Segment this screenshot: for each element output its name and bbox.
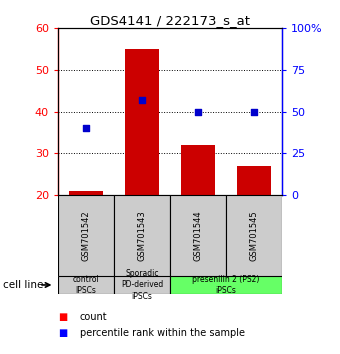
Bar xyxy=(170,195,226,276)
Text: GSM701543: GSM701543 xyxy=(137,210,147,261)
Text: GSM701544: GSM701544 xyxy=(193,210,203,261)
Text: ■: ■ xyxy=(58,328,67,338)
Text: cell line: cell line xyxy=(3,280,44,290)
Text: GSM701542: GSM701542 xyxy=(81,210,90,261)
Text: presenilin 2 (PS2)
iPSCs: presenilin 2 (PS2) iPSCs xyxy=(192,275,260,295)
Text: GDS4141 / 222173_s_at: GDS4141 / 222173_s_at xyxy=(90,14,250,27)
Bar xyxy=(114,276,170,294)
Text: control
IPSCs: control IPSCs xyxy=(72,275,99,295)
Text: GSM701545: GSM701545 xyxy=(250,210,259,261)
Bar xyxy=(125,49,159,195)
Point xyxy=(139,97,145,103)
Text: ■: ■ xyxy=(58,312,67,322)
Text: percentile rank within the sample: percentile rank within the sample xyxy=(80,328,245,338)
Text: count: count xyxy=(80,312,107,322)
Bar xyxy=(69,190,103,195)
Bar xyxy=(181,145,215,195)
Bar xyxy=(226,195,282,276)
Bar xyxy=(58,195,114,276)
Point xyxy=(251,109,257,114)
Point xyxy=(83,125,88,131)
Point xyxy=(195,109,201,114)
Bar xyxy=(114,195,170,276)
Bar xyxy=(170,276,282,294)
Bar xyxy=(58,276,114,294)
Bar xyxy=(237,166,271,195)
Text: Sporadic
PD-derived
iPSCs: Sporadic PD-derived iPSCs xyxy=(121,269,163,301)
